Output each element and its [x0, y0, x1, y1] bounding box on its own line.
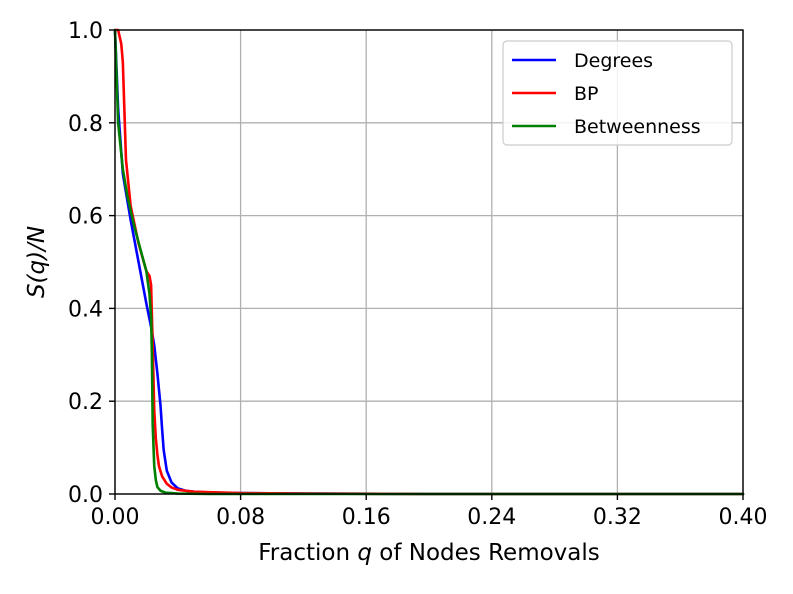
y-tick-label-2: 0.4: [68, 297, 103, 322]
x-tick-label-1: 0.08: [216, 505, 265, 530]
legend: Degrees BP Betweenness: [502, 40, 733, 146]
legend-label-degrees: Degrees: [574, 50, 653, 72]
y-tick-label-3: 0.6: [68, 205, 103, 230]
y-tick-label-0: 0.0: [68, 483, 103, 508]
legend-label-bp: BP: [574, 83, 599, 105]
y-axis-label: S(q)/N: [24, 226, 50, 298]
plot-frame: [114, 29, 744, 495]
legend-label-betweenness: Betweenness: [574, 116, 701, 138]
x-axis-label: Fraction q of Nodes Removals: [258, 540, 600, 566]
x-axis-label-post: of Nodes Removals: [372, 540, 600, 566]
axis-ticks: 0.00 0.08 0.16 0.24 0.32 0.40 0.0 0.2 0.4 0.6 0.8 1…: [68, 19, 767, 530]
x-tick-label-5: 0.40: [719, 505, 768, 530]
series-line-bp: [113, 28, 745, 496]
x-tick-label-0: 0.00: [91, 505, 140, 530]
x-tick-label-2: 0.16: [342, 505, 391, 530]
y-tick-label-5: 1.0: [68, 19, 103, 44]
legend-box: [502, 40, 733, 146]
x-tick-label-3: 0.24: [467, 505, 516, 530]
y-tick-label-1: 0.2: [68, 390, 103, 415]
y-tick-label-4: 0.8: [68, 112, 103, 137]
x-tick-label-4: 0.32: [593, 505, 642, 530]
x-axis-label-pre: Fraction: [258, 540, 357, 566]
x-axis-label-var: q: [357, 540, 372, 566]
